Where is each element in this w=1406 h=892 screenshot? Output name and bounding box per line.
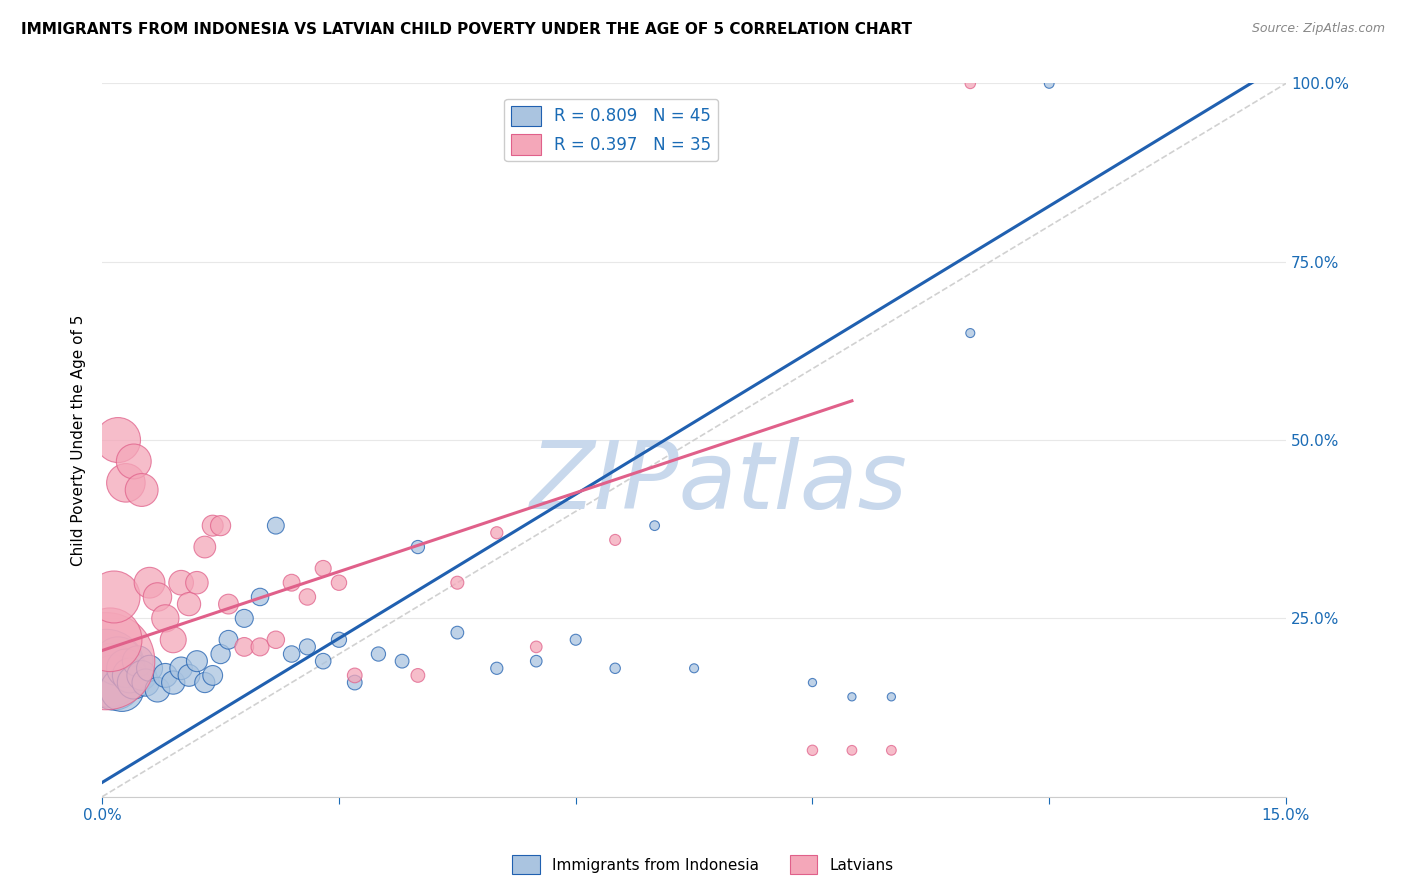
Text: Source: ZipAtlas.com: Source: ZipAtlas.com: [1251, 22, 1385, 36]
Point: [446, 575, 468, 590]
Point: [297, 640, 319, 654]
Point: [328, 632, 350, 647]
Point: [98, 632, 121, 647]
Point: [524, 640, 547, 654]
Point: [524, 654, 547, 668]
Point: [162, 632, 184, 647]
Point: [1038, 77, 1060, 91]
Point: [209, 518, 232, 533]
Point: [177, 597, 200, 611]
Point: [343, 668, 366, 682]
Point: [118, 668, 141, 682]
Point: [485, 661, 508, 675]
Point: [297, 590, 319, 604]
Point: [127, 654, 149, 668]
Point: [138, 661, 160, 675]
Point: [194, 675, 217, 690]
Point: [264, 632, 287, 647]
Point: [218, 597, 240, 611]
Point: [131, 668, 153, 682]
Point: [959, 77, 981, 91]
Point: [122, 675, 145, 690]
Point: [391, 654, 413, 668]
Point: [249, 590, 271, 604]
Point: [155, 611, 177, 625]
Point: [233, 611, 256, 625]
Point: [111, 682, 134, 697]
Point: [280, 647, 302, 661]
Text: ZIPatlas: ZIPatlas: [529, 437, 907, 528]
Point: [312, 654, 335, 668]
Point: [186, 575, 208, 590]
Point: [280, 575, 302, 590]
Point: [135, 675, 157, 690]
Point: [343, 675, 366, 690]
Point: [96, 661, 118, 675]
Point: [107, 654, 129, 668]
Point: [218, 632, 240, 647]
Point: [406, 668, 429, 682]
Point: [107, 433, 129, 447]
Y-axis label: Child Poverty Under the Age of 5: Child Poverty Under the Age of 5: [72, 314, 86, 566]
Point: [122, 454, 145, 468]
Point: [131, 483, 153, 497]
Point: [115, 661, 138, 675]
Point: [209, 647, 232, 661]
Point: [801, 675, 824, 690]
Point: [264, 518, 287, 533]
Text: IMMIGRANTS FROM INDONESIA VS LATVIAN CHILD POVERTY UNDER THE AGE OF 5 CORRELATIO: IMMIGRANTS FROM INDONESIA VS LATVIAN CHI…: [21, 22, 912, 37]
Point: [485, 525, 508, 540]
Point: [683, 661, 706, 675]
Point: [644, 518, 666, 533]
Point: [170, 661, 193, 675]
Point: [367, 647, 389, 661]
Point: [801, 743, 824, 757]
Point: [186, 654, 208, 668]
Point: [201, 668, 224, 682]
Point: [96, 654, 118, 668]
Point: [880, 743, 903, 757]
Point: [162, 675, 184, 690]
Point: [841, 690, 863, 704]
Point: [312, 561, 335, 575]
Point: [146, 682, 169, 697]
Point: [103, 675, 125, 690]
Point: [155, 668, 177, 682]
Point: [115, 475, 138, 490]
Point: [201, 518, 224, 533]
Point: [194, 540, 217, 554]
Point: [959, 326, 981, 340]
Point: [564, 632, 586, 647]
Point: [170, 575, 193, 590]
Point: [233, 640, 256, 654]
Point: [328, 575, 350, 590]
Point: [177, 668, 200, 682]
Point: [146, 590, 169, 604]
Point: [841, 743, 863, 757]
Point: [249, 640, 271, 654]
Point: [605, 533, 627, 547]
Legend: R = 0.809   N = 45, R = 0.397   N = 35: R = 0.809 N = 45, R = 0.397 N = 35: [505, 99, 718, 161]
Point: [406, 540, 429, 554]
Point: [138, 575, 160, 590]
Point: [446, 625, 468, 640]
Point: [880, 690, 903, 704]
Point: [103, 590, 125, 604]
Point: [98, 668, 121, 682]
Point: [605, 661, 627, 675]
Legend: Immigrants from Indonesia, Latvians: Immigrants from Indonesia, Latvians: [506, 849, 900, 880]
